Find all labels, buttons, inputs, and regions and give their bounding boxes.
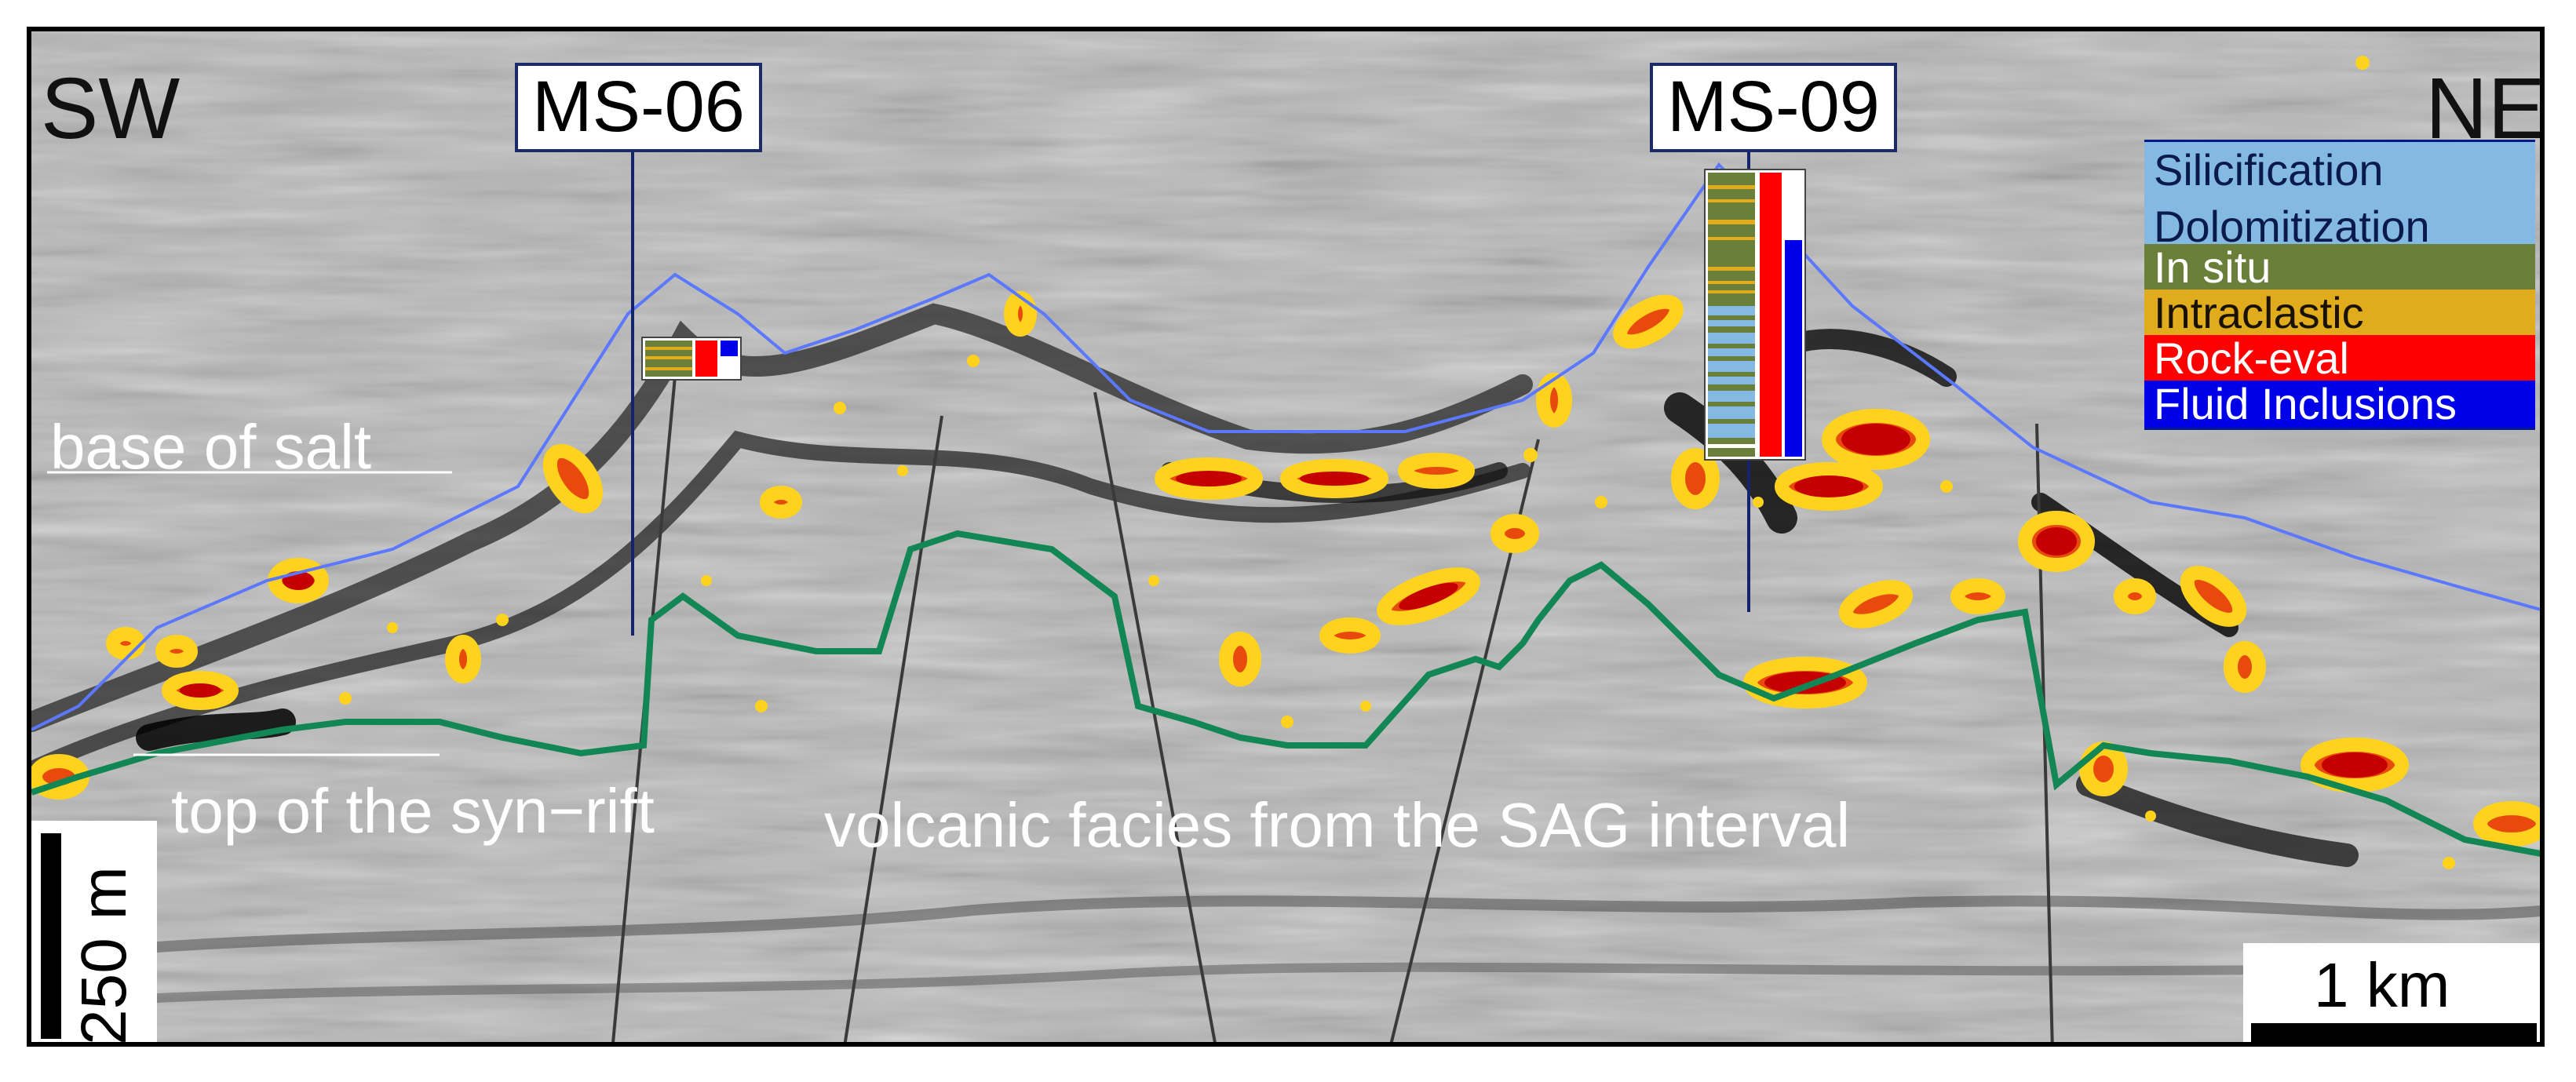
legend-in-situ-label: In situ bbox=[2154, 242, 2271, 292]
legend-rock-eval: Rock-eval bbox=[2144, 335, 2535, 381]
top-of-synrift-horizon bbox=[31, 530, 2540, 857]
base-of-salt-horizon bbox=[31, 162, 2540, 731]
legend-fluid-inclusions-label: Fluid Inclusions bbox=[2154, 379, 2457, 428]
top-of-synrift-label: top of the syn−rift bbox=[171, 776, 655, 846]
sag-interval-label: volcanic facies from the SAG interval bbox=[824, 790, 1851, 860]
base-of-salt-label: base of salt bbox=[50, 412, 372, 482]
well-label-ms-09: MS-09 bbox=[1650, 63, 1897, 152]
legend-intraclastic-label: Intraclastic bbox=[2154, 288, 2364, 337]
seismic-section: 250 m 1 km SW NE MS-06 MS-09 base of sal… bbox=[27, 27, 2545, 1047]
seismic-noise bbox=[31, 31, 2540, 1042]
legend-dolomitization: Dolomitization bbox=[2144, 194, 2535, 249]
legend-silicification-label: Silicification bbox=[2154, 145, 2384, 195]
well-label-ms-06: MS-06 bbox=[515, 63, 762, 152]
vertical-scale-label: 250 m bbox=[68, 866, 140, 1045]
legend-silicification: Silicification bbox=[2144, 142, 2535, 194]
ms-06-log bbox=[641, 337, 742, 381]
horizontal-scale-bar-fill bbox=[2251, 1023, 2537, 1042]
direction-left: SW bbox=[41, 60, 181, 157]
vertical-scale-bar-fill bbox=[41, 833, 61, 1039]
amplitude-anomalies bbox=[31, 56, 2540, 869]
horizontal-scale-label: 1 km bbox=[2314, 950, 2450, 1020]
legend-in-situ: In situ bbox=[2144, 244, 2535, 290]
legend-rock-eval-label: Rock-eval bbox=[2154, 333, 2349, 383]
legend-intraclastic: Intraclastic bbox=[2144, 290, 2535, 335]
legend-dolomitization-label: Dolomitization bbox=[2154, 202, 2430, 251]
direction-right: NE bbox=[2425, 60, 2545, 157]
ms-09-log bbox=[1704, 169, 1806, 461]
legend-fluid-inclusions: Fluid Inclusions bbox=[2144, 381, 2535, 428]
seismic-canvas bbox=[31, 31, 2540, 1042]
